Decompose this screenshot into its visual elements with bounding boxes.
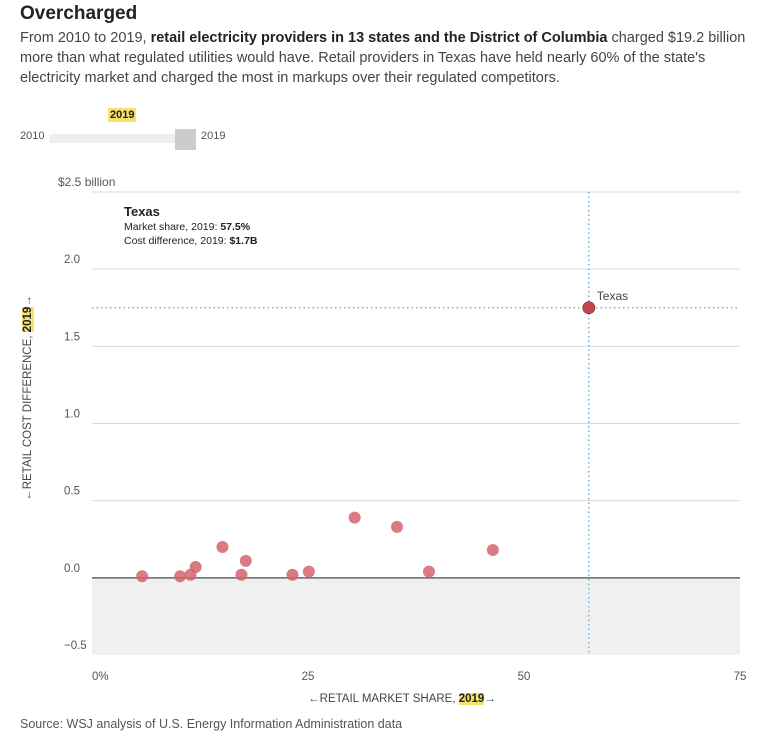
data-point bbox=[286, 568, 299, 581]
x-tick-label: 25 bbox=[302, 671, 315, 683]
x-axis-prefix: ←RETAIL MARKET SHARE, bbox=[308, 693, 459, 705]
data-point bbox=[422, 565, 435, 578]
slider-min-label: 2010 bbox=[20, 130, 45, 142]
y-axis-suffix: → bbox=[22, 295, 34, 307]
subtitle-part-1: From 2010 to 2019, bbox=[20, 30, 151, 46]
subtitle-part-2: charged $19.2 billion more than what reg… bbox=[20, 30, 746, 86]
data-point bbox=[189, 561, 202, 574]
subtitle-bold: retail electricity providers in 13 state… bbox=[150, 30, 608, 46]
y-tick-label: 2.0 bbox=[64, 254, 80, 266]
slider-max-label: 2019 bbox=[201, 130, 226, 142]
y-tick-label: 1.0 bbox=[64, 409, 80, 421]
tooltip-cost-difference: Cost difference, 2019: $1.7B bbox=[124, 234, 258, 248]
tooltip-title: Texas bbox=[124, 204, 160, 219]
y-tick-label: $2.5 billion bbox=[58, 175, 115, 189]
year-slider-track[interactable] bbox=[49, 134, 195, 143]
y-axis-prefix: ←RETAIL COST DIFFERENCE, bbox=[22, 332, 34, 501]
tooltip-cost-value: $1.7B bbox=[229, 235, 258, 247]
chart-title: Overcharged bbox=[20, 3, 138, 24]
data-point bbox=[136, 570, 149, 583]
y-tick-label: 0.0 bbox=[64, 563, 80, 575]
y-tick-label: 1.5 bbox=[64, 331, 80, 343]
data-point bbox=[174, 570, 187, 583]
tooltip-market-share: Market share, 2019: 57.5% bbox=[124, 220, 258, 234]
data-point-highlighted bbox=[582, 301, 596, 315]
x-axis-year: 2019 bbox=[458, 693, 485, 705]
negative-region-band bbox=[92, 577, 740, 655]
x-tick-label: 75 bbox=[734, 671, 747, 683]
data-point bbox=[486, 544, 499, 557]
data-point-label: Texas bbox=[597, 289, 628, 303]
chart-subtitle: From 2010 to 2019, retail electricity pr… bbox=[20, 28, 760, 88]
texas-tooltip: Texas Market share, 2019: 57.5% Cost dif… bbox=[124, 204, 258, 248]
year-slider-handle[interactable] bbox=[175, 129, 196, 150]
data-point bbox=[235, 568, 248, 581]
data-point bbox=[390, 520, 403, 533]
data-point bbox=[302, 565, 315, 578]
data-point bbox=[348, 511, 361, 524]
y-tick-label: 0.5 bbox=[64, 486, 80, 498]
x-tick-label: 50 bbox=[518, 671, 531, 683]
tooltip-share-value: 57.5% bbox=[220, 221, 251, 233]
selected-year-badge: 2019 bbox=[108, 108, 137, 122]
source-note: Source: WSJ analysis of U.S. Energy Info… bbox=[20, 717, 403, 731]
y-tick-label: −0.5 bbox=[64, 640, 87, 652]
x-tick-label: 0% bbox=[92, 671, 109, 683]
tooltip-share-label: Market share, 2019: bbox=[124, 221, 221, 233]
tooltip-cost-label: Cost difference, 2019: bbox=[124, 235, 230, 247]
data-point bbox=[239, 554, 252, 567]
data-point bbox=[216, 540, 229, 553]
x-axis-label: ←RETAIL MARKET SHARE, 2019→ bbox=[292, 693, 512, 705]
y-axis-year: 2019 bbox=[22, 306, 34, 333]
x-axis-suffix: → bbox=[484, 693, 496, 705]
y-axis-label: ←RETAIL COST DIFFERENCE, 2019→ bbox=[22, 218, 34, 578]
